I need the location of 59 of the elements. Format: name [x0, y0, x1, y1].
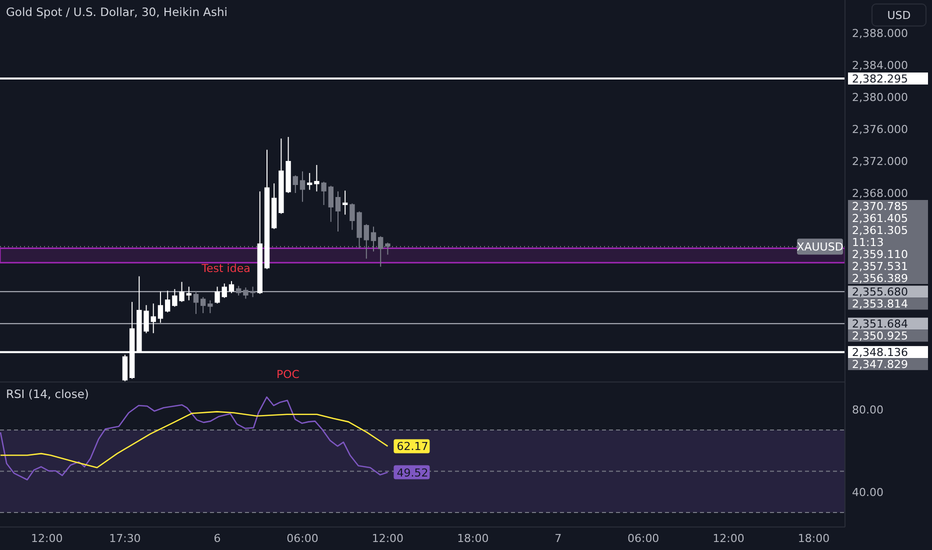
x-tick-label: 06:00	[627, 532, 660, 545]
candlestick	[342, 190, 348, 216]
y-tick-label: 2,376.000	[852, 122, 908, 136]
ref-line-label: XAUUSD	[796, 240, 844, 254]
candlestick	[158, 291, 164, 324]
y-tick-label: 2,384.000	[852, 58, 908, 72]
candlestick	[222, 282, 227, 298]
data-label: 49.52	[396, 466, 428, 480]
text: 2,370.785	[852, 200, 908, 213]
candlestick	[328, 185, 334, 222]
ref-line-label: 2,351.684	[852, 318, 908, 331]
candlestick	[300, 170, 306, 202]
y-tick-label: 2,380.000	[852, 90, 908, 104]
x-tick-label: 17:30	[109, 532, 141, 545]
ref-line-label: 2,382.295	[852, 72, 908, 86]
text: 2,350.925	[852, 330, 908, 343]
x-tick-label: 12:00	[712, 532, 744, 545]
text: 2,353.814	[852, 298, 908, 311]
y-tick-label: 2,368.000	[852, 187, 908, 200]
x-tick-label: 7	[554, 532, 562, 545]
data-label: 62.17	[396, 440, 428, 454]
text: 2,357.531	[852, 260, 908, 273]
text: RSI (14, close)	[6, 387, 89, 401]
text: 2,361.405	[852, 212, 908, 225]
candlestick	[236, 285, 242, 296]
x-tick-label: 06:00	[286, 532, 318, 545]
text: 2,347.829	[852, 358, 908, 372]
candlestick	[321, 181, 326, 206]
candlestick	[314, 164, 320, 192]
candlestick	[306, 172, 312, 190]
x-tick-label: 18:00	[457, 532, 489, 545]
candlestick	[208, 300, 213, 314]
y-axis-title: USD	[887, 9, 911, 22]
y-tick-label: 2,388.000	[852, 26, 908, 40]
ref-line-label: 2,355.680	[852, 286, 908, 299]
candlestick	[228, 280, 234, 294]
text: 2,359.110	[852, 248, 908, 261]
x-tick-label: 12:00	[372, 532, 404, 545]
annotation: Test idea	[200, 262, 250, 275]
candlestick	[335, 190, 341, 232]
candlestick	[200, 296, 206, 314]
text: 2,356.389	[852, 272, 908, 285]
chart-title: Gold Spot / U.S. Dollar, 30, Heikin Ashi	[6, 5, 228, 19]
y-tick-label: 80.00	[852, 403, 884, 416]
y-tick-label: 40.00	[852, 486, 884, 499]
ref-line-label: 2,348.136	[852, 346, 908, 360]
text: 11:13	[852, 236, 884, 249]
candlestick	[214, 286, 220, 304]
candlestick	[150, 303, 156, 334]
candlestick	[164, 290, 170, 313]
text: 2,361.305	[852, 224, 908, 237]
candlestick	[193, 291, 199, 314]
x-tick-label: 12:00	[31, 532, 63, 545]
annotation: POC	[276, 368, 300, 381]
y-tick-label: 2,372.000	[852, 154, 908, 168]
candlestick	[292, 174, 298, 194]
x-tick-label: 18:00	[798, 532, 830, 545]
x-tick-label: 6	[214, 532, 221, 545]
candlestick	[186, 286, 192, 301]
